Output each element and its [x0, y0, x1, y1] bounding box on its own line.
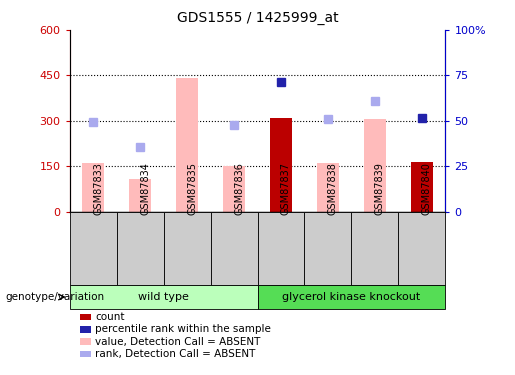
Bar	[70, 285, 258, 309]
Text: genotype/variation: genotype/variation	[5, 292, 104, 302]
Text: wild type: wild type	[138, 292, 189, 302]
Text: GSM87833: GSM87833	[93, 162, 103, 215]
Bar	[224, 166, 245, 212]
Text: GSM87836: GSM87836	[234, 162, 244, 215]
Text: GDS1555 / 1425999_at: GDS1555 / 1425999_at	[177, 11, 338, 25]
Text: value, Detection Call = ABSENT: value, Detection Call = ABSENT	[95, 337, 261, 346]
Bar	[177, 78, 198, 212]
Bar	[70, 212, 116, 285]
Text: GSM87837: GSM87837	[281, 162, 291, 215]
Bar	[164, 212, 211, 285]
Bar	[365, 119, 386, 212]
Text: GSM87840: GSM87840	[422, 162, 432, 215]
Text: glycerol kinase knockout: glycerol kinase knockout	[282, 292, 421, 302]
Bar	[399, 212, 445, 285]
Bar	[352, 212, 399, 285]
Bar	[317, 164, 338, 212]
Bar	[258, 285, 445, 309]
Bar	[304, 212, 352, 285]
Bar	[258, 212, 304, 285]
Text: percentile rank within the sample: percentile rank within the sample	[95, 324, 271, 334]
Text: count: count	[95, 312, 125, 322]
Bar	[82, 164, 104, 212]
Text: GSM87839: GSM87839	[375, 162, 385, 215]
Text: rank, Detection Call = ABSENT: rank, Detection Call = ABSENT	[95, 349, 255, 359]
Bar	[211, 212, 258, 285]
Bar	[129, 178, 150, 212]
Bar	[270, 118, 291, 212]
Bar	[411, 162, 433, 212]
Text: GSM87835: GSM87835	[187, 162, 197, 215]
Text: GSM87834: GSM87834	[140, 162, 150, 215]
Bar	[116, 212, 164, 285]
Text: GSM87838: GSM87838	[328, 162, 338, 215]
